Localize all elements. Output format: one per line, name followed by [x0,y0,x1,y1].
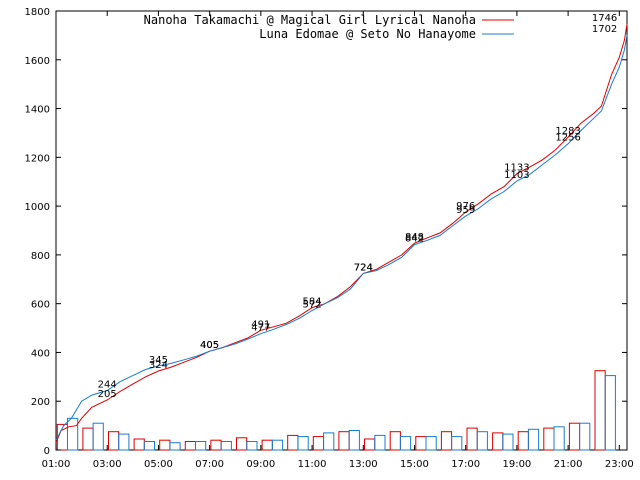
x-tick-label: 11:00 [298,459,327,470]
hourly-bar-luna [374,434,386,451]
hourly-bar-luna [195,441,207,451]
plot-area [55,10,628,451]
series-line-luna [55,34,628,441]
hourly-bar-luna [246,441,258,451]
data-label: 405 [200,340,219,351]
data-label: 1702 [592,24,617,35]
hourly-bar-luna [476,431,488,451]
data-label: 724 [354,262,373,273]
data-label: 345 [149,355,168,366]
legend-label-luna: Luna Edomae @ Seto No Hanayome [259,27,476,41]
y-tick-label: 1400 [25,105,50,116]
series-lines [55,24,628,443]
data-label: 324 [149,360,168,371]
data-label: 584 [303,297,322,308]
data-label: 1133 [504,163,529,174]
hourly-bar-luna [399,436,412,451]
legend: Nanoha Takamachi @ Magical Girl Lyrical … [144,13,514,41]
x-tick-label: 05:00 [144,459,173,470]
hourly-bar-luna [553,426,565,451]
data-label: 491 [251,319,270,330]
x-tick-label: 15:00 [400,459,429,470]
y-tick-label: 1800 [25,7,50,18]
data-label: 1256 [555,133,580,144]
data-label: 405 [200,340,219,351]
data-label: 572 [303,300,322,311]
hourly-bars [56,370,616,451]
y-tick-label: 800 [31,251,50,262]
x-tick-label: 09:00 [246,459,275,470]
x-tick-label: 03:00 [93,459,122,470]
data-label: 842 [405,234,424,245]
y-tick-label: 1600 [25,56,50,67]
data-labels: 2442053453244054054914775845727247248488… [98,13,618,400]
data-label: 1283 [555,126,580,137]
data-label: 205 [98,389,117,400]
y-tick-label: 1200 [25,153,50,164]
hourly-bar-luna [220,441,232,451]
x-tick-label: 19:00 [502,459,531,470]
legend-label-nanoha: Nanoha Takamachi @ Magical Girl Lyrical … [144,13,476,27]
data-label: 724 [354,262,373,273]
x-tick-label: 23:00 [605,459,634,470]
data-label: 477 [251,323,270,334]
hourly-bar-luna [451,436,463,451]
hourly-bar-luna [348,430,360,451]
x-axis: 01:00 03:00 05:00 07:00 09:00 11:00 13:00 15:00… [42,11,634,470]
x-tick-label: 17:00 [451,459,480,470]
x-tick-label: 21:00 [554,459,583,470]
data-label: 244 [98,380,117,391]
hourly-bar-luna [169,442,181,451]
hourly-bar-luna [271,439,284,451]
hourly-bar-luna [297,436,309,451]
hourly-bar-luna [579,422,591,451]
hourly-bar-luna [425,436,437,451]
y-tick-label: 0 [44,446,50,457]
hourly-bar-luna [92,422,104,451]
data-label: 1103 [504,170,529,181]
hourly-bar-luna [323,432,335,451]
y-tick-label: 600 [31,300,50,311]
y-tick-label: 200 [31,397,50,408]
series-line-nanoha [55,24,628,443]
data-label: 959 [456,205,475,216]
y-tick-label: 400 [31,348,50,359]
hourly-bar-luna [143,441,156,451]
data-label: 848 [405,232,424,243]
y-tick-label: 1000 [25,202,50,213]
hourly-bar-luna [118,433,130,451]
hourly-bar-luna [502,433,514,451]
data-label: 976 [456,201,475,212]
x-tick-label: 07:00 [195,459,224,470]
x-tick-label: 01:00 [42,459,71,470]
x-tick-label: 13:00 [349,459,378,470]
hourly-bar-luna [67,417,79,451]
y-axis: 0 200 400 600 800 1000 1200 1400 1600 1800 [25,7,627,457]
data-label: 1746 [592,13,617,24]
hourly-bar-luna [604,375,616,451]
hourly-bar-luna [527,428,540,451]
